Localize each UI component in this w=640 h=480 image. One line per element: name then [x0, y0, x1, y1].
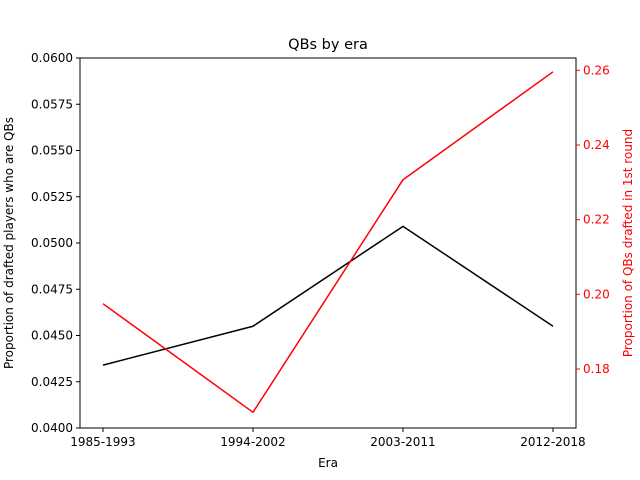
x-tick-label: 1985-1993 [70, 435, 135, 449]
chart-title: QBs by era [288, 37, 368, 53]
right-tick-label: 0.18 [583, 362, 610, 376]
left-axis-label: Proportion of drafted players who are QB… [2, 117, 16, 369]
x-axis-label: Era [318, 456, 338, 470]
left-axis-ticks: 0.0400 0.0425 0.0450 0.0475 0.0500 0.0525 0.05… [31, 51, 80, 435]
left-tick-label: 0.0600 [31, 51, 73, 65]
left-tick-label: 0.0450 [31, 329, 73, 343]
x-axis-ticks: 1985-1993 1994-2002 2003-2011 2012-2018 [70, 428, 586, 449]
left-tick-label: 0.0575 [31, 97, 73, 111]
right-tick-label: 0.20 [583, 287, 610, 301]
right-tick-label: 0.22 [583, 213, 610, 227]
left-tick-label: 0.0550 [31, 144, 73, 158]
right-axis-label: Proportion of QBs drafted in 1st round [621, 129, 635, 357]
x-tick-label: 2003-2011 [370, 435, 435, 449]
left-tick-label: 0.0400 [31, 421, 73, 435]
left-tick-label: 0.0525 [31, 190, 73, 204]
x-tick-label: 1994-2002 [220, 435, 285, 449]
right-tick-label: 0.26 [583, 63, 610, 77]
left-tick-label: 0.0475 [31, 282, 73, 296]
x-tick-label: 2012-2018 [520, 435, 585, 449]
series-lines [102, 71, 554, 414]
left-tick-label: 0.0500 [31, 236, 73, 250]
left-axis-series-line [102, 225, 554, 366]
plot-frame [79, 57, 577, 429]
left-tick-label: 0.0425 [31, 375, 73, 389]
right-axis-series-line [102, 71, 554, 414]
right-axis-ticks: 0.18 0.20 0.22 0.24 0.26 [576, 63, 610, 376]
right-tick-label: 0.24 [583, 138, 610, 152]
